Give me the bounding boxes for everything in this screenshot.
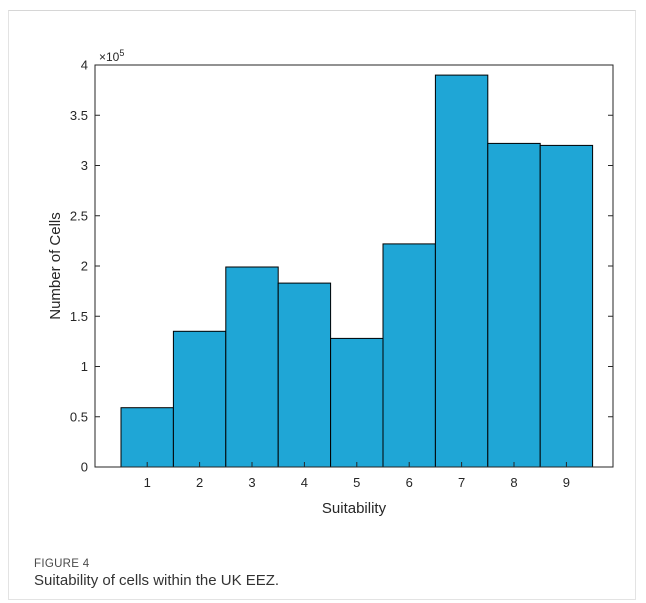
y-tick-label: 2.5 xyxy=(70,208,88,223)
y-tick-label: 3.5 xyxy=(70,108,88,123)
x-axis-label: Suitability xyxy=(322,500,387,517)
y-axis-label: Number of Cells xyxy=(47,212,64,320)
ticks-group: 1 2 3 4 5 6 7 8 9 0 0.5 1 1.5 2 2.5 3 3.5 4 xyxy=(70,58,613,490)
y-tick-label: 0 xyxy=(81,460,88,475)
bar-6 xyxy=(382,243,436,468)
x-tick-label: 1 xyxy=(144,475,151,490)
x-tick-label: 6 xyxy=(406,475,413,490)
bars-group xyxy=(120,74,594,468)
bar-5 xyxy=(330,337,384,468)
bar-chart: 1 2 3 4 5 6 7 8 9 0 0.5 1 1.5 2 2.5 3 3.5 4 ×105 Suitabil… xyxy=(47,48,614,517)
y-tick-label: 2 xyxy=(81,259,88,274)
bar-1 xyxy=(120,407,174,468)
bar-9 xyxy=(539,144,594,468)
x-tick-label: 9 xyxy=(563,475,570,490)
bar-2 xyxy=(172,330,227,468)
y-tick-label: 3 xyxy=(81,158,88,173)
x-tick-label: 7 xyxy=(458,475,465,490)
y-tick-label: 1.5 xyxy=(70,309,88,324)
x-tick-label: 5 xyxy=(353,475,360,490)
x-tick-label: 3 xyxy=(248,475,255,490)
plot-box xyxy=(94,64,614,468)
y-tick-label: 0.5 xyxy=(70,409,88,424)
x-tick-label: 4 xyxy=(301,475,308,490)
x-tick-label: 2 xyxy=(196,475,203,490)
bar-8 xyxy=(487,142,541,468)
x-tick-label: 8 xyxy=(510,475,517,490)
y-tick-label: 1 xyxy=(81,359,88,374)
bar-4 xyxy=(277,282,332,468)
bar-3 xyxy=(225,266,279,468)
y-tick-label: 4 xyxy=(81,58,88,73)
figure-frame xyxy=(8,10,636,600)
bar-7 xyxy=(434,74,489,468)
figure-caption: Suitability of cells within the UK EEZ. xyxy=(34,572,280,589)
y-multiplier: ×105 xyxy=(99,48,124,64)
figure-label: FIGURE 4 xyxy=(34,558,90,570)
